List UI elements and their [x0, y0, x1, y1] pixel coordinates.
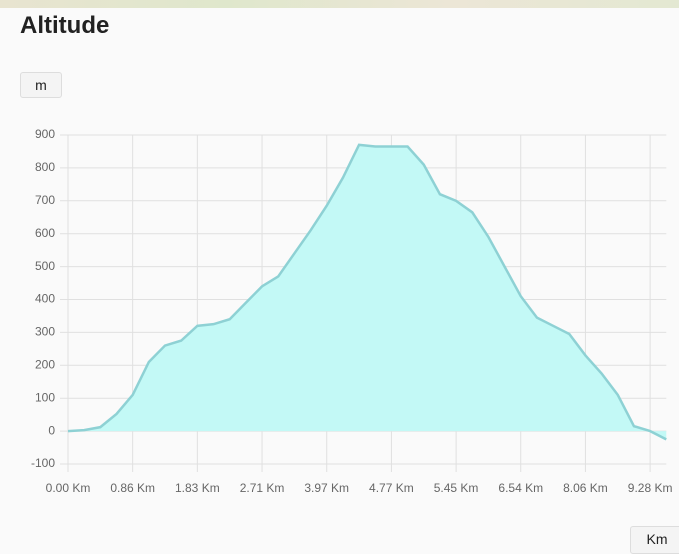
- y-tick-label: 200: [35, 357, 55, 371]
- x-tick-label: 5.45 Km: [434, 481, 479, 495]
- x-tick-label: 8.06 Km: [563, 481, 608, 495]
- x-tick-label: 2.71 Km: [240, 481, 285, 495]
- altitude-panel: Altitude m Km -1000100200300400500600700…: [0, 0, 679, 554]
- y-tick-label: 100: [35, 390, 55, 404]
- x-tick-label: 9.28 Km: [628, 481, 673, 495]
- y-tick-label: 0: [48, 423, 55, 437]
- y-tick-label: 700: [35, 193, 55, 207]
- area: [68, 145, 666, 439]
- y-tick-label: 900: [35, 127, 55, 141]
- y-tick-label: 600: [35, 226, 55, 240]
- y-tick-label: -100: [31, 456, 55, 470]
- y-tick-label: 500: [35, 259, 55, 273]
- y-tick-label: 400: [35, 292, 55, 306]
- x-tick-label: 3.97 Km: [304, 481, 349, 495]
- x-tick-label: 4.77 Km: [369, 481, 414, 495]
- x-tick-label: 0.00 Km: [46, 481, 91, 495]
- chart: -100 0 100 200 300 400 500 600 700 800 900 0.00 Km 0…: [0, 0, 679, 554]
- x-tick-label: 1.83 Km: [175, 481, 220, 495]
- x-tick-label: 0.86 Km: [110, 481, 155, 495]
- y-tick-label: 300: [35, 325, 55, 339]
- y-tick-label: 800: [35, 160, 55, 174]
- x-tick-label: 6.54 Km: [498, 481, 543, 495]
